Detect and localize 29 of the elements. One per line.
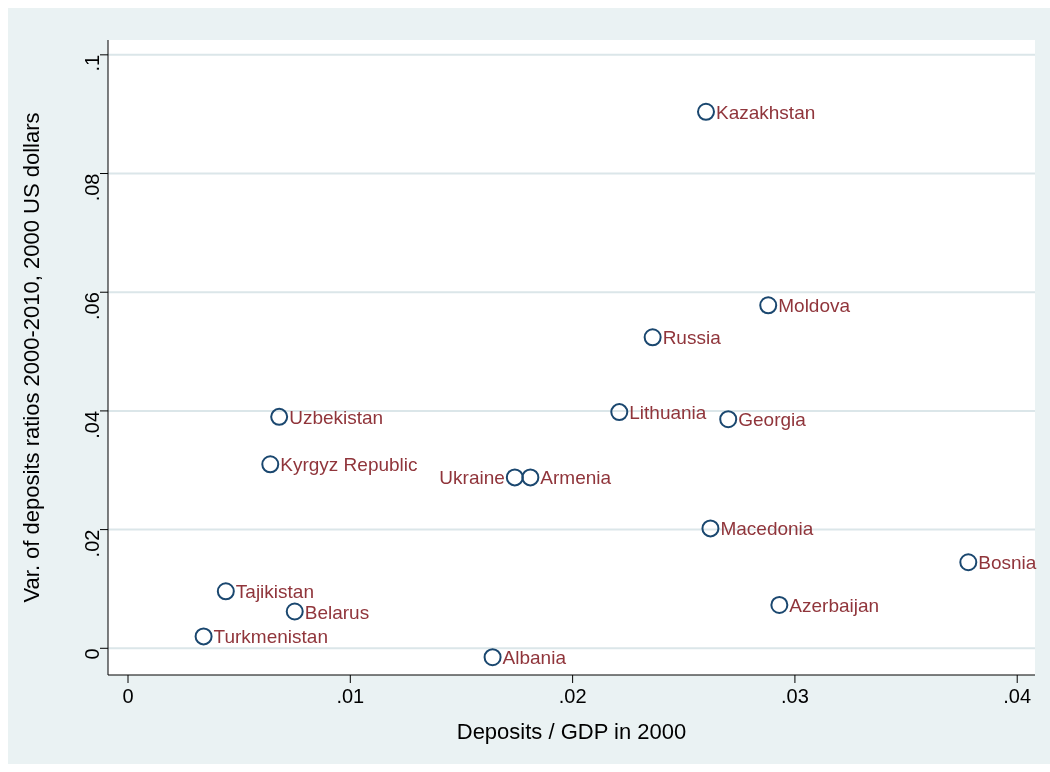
annotation: Bosnia <box>978 552 1037 574</box>
annotation: Uzbekistan <box>289 406 384 428</box>
x-tick-label: .02 <box>558 685 587 708</box>
y-axis-title: Var. of deposits ratios 2000-2010, 2000 US dollars <box>18 112 44 603</box>
annotation: Albania <box>502 647 567 669</box>
annotation: Tajikistan <box>235 581 314 603</box>
annotation: Lithuania <box>629 402 707 424</box>
annotation: Turkmenistan <box>213 626 328 648</box>
annotation: Moldova <box>778 295 851 317</box>
y-tick-label: .04 <box>81 410 104 439</box>
annotation: Russia <box>662 327 722 349</box>
y-tick-label: .08 <box>81 173 104 202</box>
y-tick-label: .1 <box>81 54 104 72</box>
y-tick-label: .02 <box>81 529 104 558</box>
annotation: Macedonia <box>720 518 814 540</box>
annotation: Belarus <box>304 601 370 623</box>
annotation: Armenia <box>540 467 612 489</box>
y-tick-label: 0 <box>81 648 104 660</box>
annotation: Ukraine <box>439 467 505 489</box>
x-tick-label: .04 <box>1003 685 1032 708</box>
annotation: Kyrgyz Republic <box>280 454 418 476</box>
x-axis-title: Deposits / GDP in 2000 <box>456 719 687 744</box>
x-tick-label: 0 <box>122 685 134 708</box>
x-tick-label: .01 <box>336 685 365 708</box>
y-tick-label: .06 <box>81 292 104 321</box>
annotation: Georgia <box>738 409 807 431</box>
x-tick-label: .03 <box>781 685 809 708</box>
annotation: Kazakhstan <box>715 101 816 123</box>
annotation: Azerbaijan <box>789 594 880 616</box>
